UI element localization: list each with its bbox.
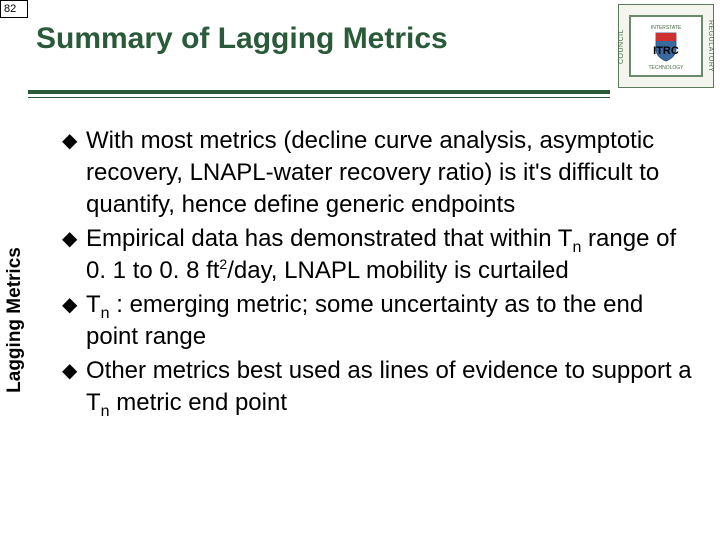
divider-thick bbox=[28, 90, 610, 94]
title-area: Summary of Lagging Metrics bbox=[36, 22, 610, 56]
list-item: ◆ Empirical data has demonstrated that w… bbox=[62, 223, 696, 287]
divider-thin bbox=[28, 97, 610, 98]
itrc-logo: COUNCIL REGULATORY INTERSTATE ITRC TECHN… bbox=[618, 4, 714, 88]
bullet-icon: ◆ bbox=[62, 355, 86, 387]
list-item: ◆ Tn : emerging metric; some uncertainty… bbox=[62, 289, 696, 353]
side-tab-label: Lagging Metrics bbox=[4, 247, 26, 393]
bullet-icon: ◆ bbox=[62, 289, 86, 321]
page-number: 82 bbox=[0, 0, 28, 18]
page-title: Summary of Lagging Metrics bbox=[36, 22, 610, 56]
logo-left-text: COUNCIL bbox=[618, 15, 628, 77]
logo-right-text: REGULATORY bbox=[704, 15, 714, 77]
bullet-text: Tn : emerging metric; some uncertainty a… bbox=[86, 289, 696, 353]
bullet-icon: ◆ bbox=[62, 223, 86, 255]
list-item: ◆ With most metrics (decline curve analy… bbox=[62, 125, 696, 221]
bullet-text: With most metrics (decline curve analysi… bbox=[86, 125, 696, 221]
logo-bottom-text: TECHNOLOGY bbox=[648, 65, 684, 71]
logo-top-text: INTERSTATE bbox=[651, 25, 682, 31]
list-item: ◆ Other metrics best used as lines of ev… bbox=[62, 355, 696, 419]
shield-top-icon bbox=[656, 33, 676, 41]
side-tab: Lagging Metrics bbox=[0, 230, 30, 410]
logo-acronym: ITRC bbox=[653, 45, 679, 57]
content-area: ◆ With most metrics (decline curve analy… bbox=[62, 125, 696, 421]
bullet-text: Other metrics best used as lines of evid… bbox=[86, 355, 696, 419]
logo-shield-icon: INTERSTATE ITRC TECHNOLOGY bbox=[636, 21, 696, 71]
bullet-icon: ◆ bbox=[62, 125, 86, 157]
logo-inner: INTERSTATE ITRC TECHNOLOGY bbox=[629, 15, 703, 77]
bullet-text: Empirical data has demonstrated that wit… bbox=[86, 223, 696, 287]
